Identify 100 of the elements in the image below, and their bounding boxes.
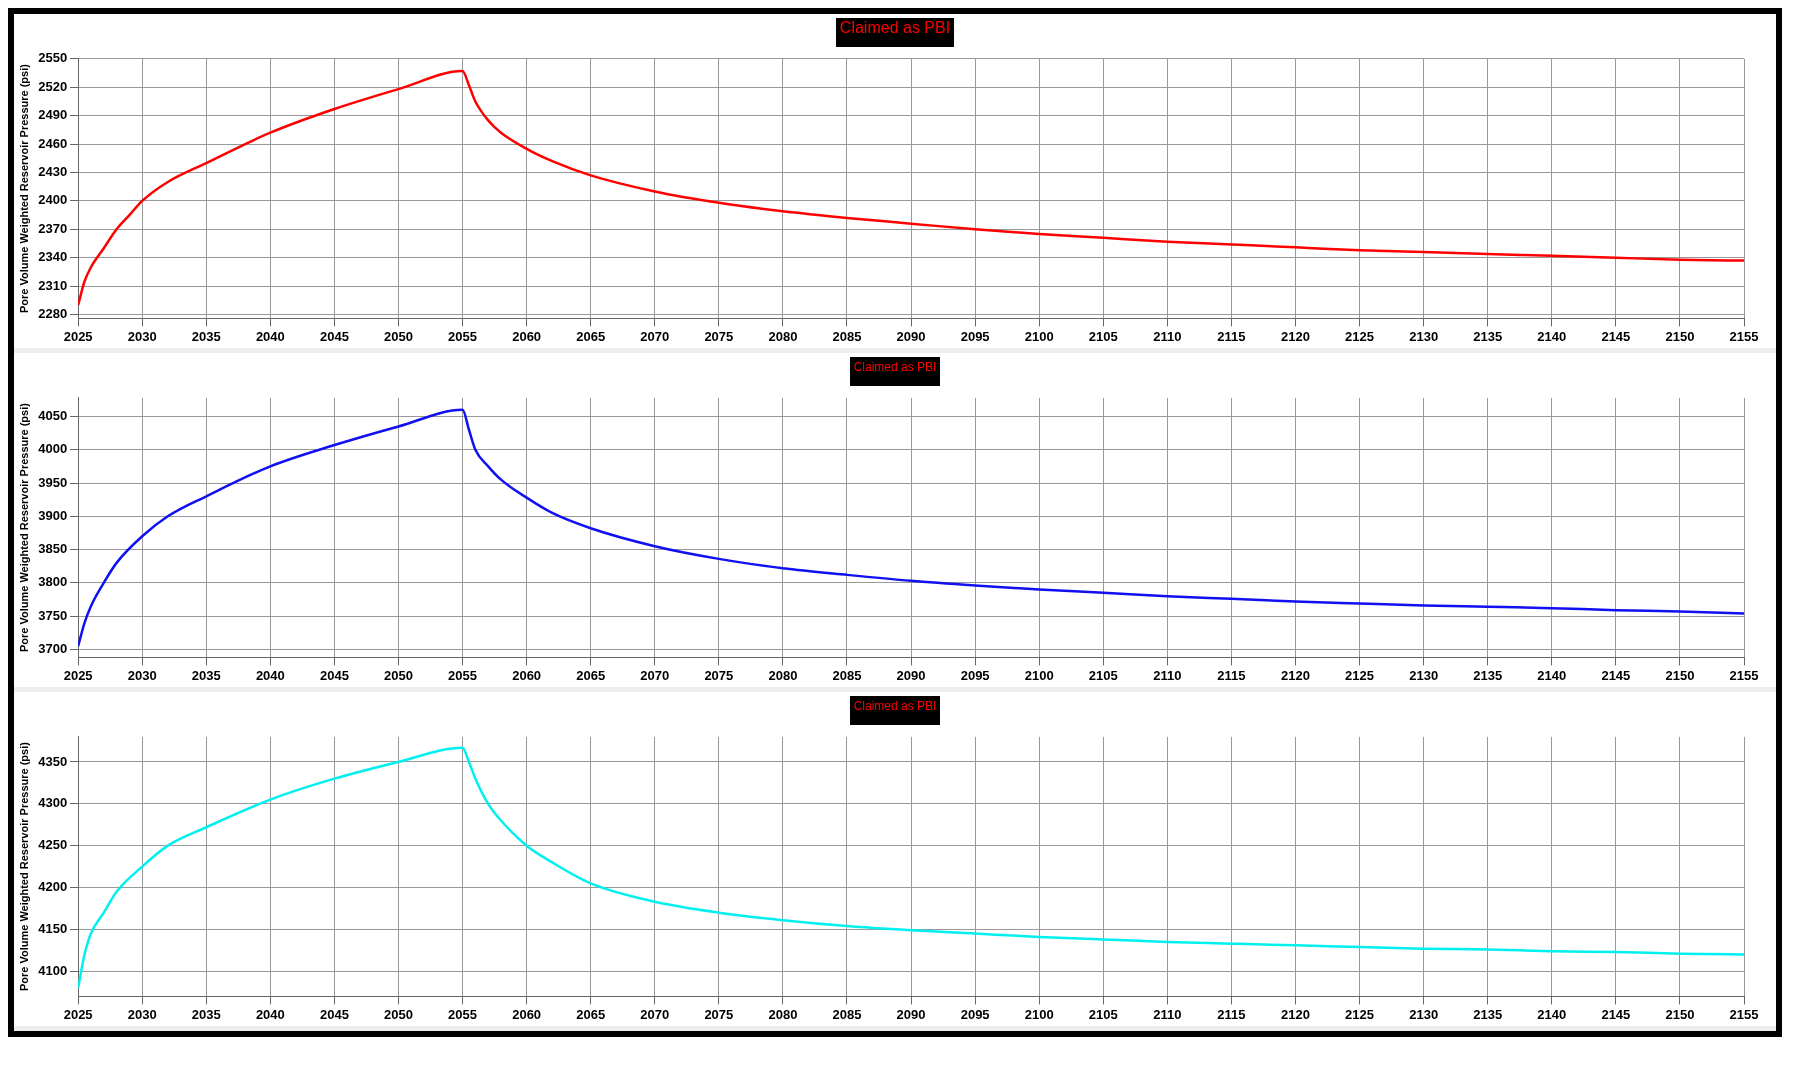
x-tick-label: 2155 [1729, 328, 1759, 344]
x-tick-label: 2110 [1153, 328, 1182, 344]
x-tick-label: 2145 [1601, 328, 1631, 344]
x-tick-label: 2150 [1665, 1006, 1695, 1022]
x-tick-label: 2030 [127, 1006, 157, 1022]
y-axis-title: Pore Volume Weighted Reservoir Pressure (psi) [17, 402, 30, 653]
x-tick-label: 2090 [896, 328, 926, 344]
y-tick-label: 4300 [38, 795, 68, 811]
x-tick-label: 2035 [191, 328, 221, 344]
x-tick-label: 2050 [384, 328, 413, 344]
x-tick-label: 2095 [960, 667, 990, 683]
x-tick-label: 2040 [255, 328, 285, 344]
y-tick-label: 2430 [38, 164, 68, 180]
x-tick-label: 2065 [576, 667, 606, 683]
x-tick-label: 2090 [896, 1006, 926, 1022]
line-series [78, 69, 1744, 307]
y-tick-label: 2340 [38, 249, 68, 265]
y-tick-label: 2520 [38, 78, 68, 94]
x-tick-label: 2120 [1281, 667, 1310, 683]
y-tick-label: 2460 [38, 135, 68, 151]
chart-title: Claimed as PBI [849, 696, 941, 725]
x-tick-label: 2100 [1024, 1006, 1054, 1022]
x-tick-label: 2040 [255, 1006, 285, 1022]
x-tick-label: 2110 [1153, 667, 1182, 683]
chart-title: Claimed as PBI [849, 357, 941, 386]
y-tick-label: 2280 [38, 306, 68, 322]
x-tick-label: 2115 [1217, 1006, 1246, 1022]
y-tick-label: 4350 [38, 753, 68, 769]
x-tick-label: 2120 [1281, 328, 1310, 344]
x-tick-label: 2105 [1088, 1006, 1118, 1022]
x-tick-label: 2125 [1345, 1006, 1375, 1022]
x-tick-label: 2130 [1409, 667, 1439, 683]
x-tick-label: 2055 [448, 328, 478, 344]
y-tick-label: 3850 [38, 541, 68, 557]
x-tick-label: 2080 [768, 328, 798, 344]
x-tick-label: 2100 [1024, 667, 1054, 683]
line-series [78, 746, 1744, 990]
x-tick-label: 2135 [1473, 667, 1503, 683]
y-axis-title: Pore Volume Weighted Reservoir Pressure (psi) [17, 741, 30, 992]
y-tick-label: 2310 [38, 277, 68, 293]
x-tick-label: 2085 [832, 667, 862, 683]
x-tick-label: 2140 [1537, 667, 1567, 683]
x-tick-label: 2135 [1473, 1006, 1503, 1022]
x-tick-label: 2070 [640, 328, 670, 344]
y-tick-label: 3750 [38, 607, 68, 623]
x-tick-label: 2055 [448, 1006, 478, 1022]
x-tick-label: 2025 [63, 667, 93, 683]
x-tick-label: 2105 [1088, 667, 1118, 683]
line-series [78, 408, 1744, 648]
x-tick-label: 2070 [640, 1006, 670, 1022]
x-tick-label: 2155 [1729, 667, 1759, 683]
x-tick-label: 2075 [704, 328, 734, 344]
x-tick-label: 2125 [1345, 667, 1375, 683]
x-tick-label: 2035 [191, 667, 221, 683]
x-tick-label: 2085 [832, 1006, 862, 1022]
x-tick-label: 2045 [319, 328, 349, 344]
x-tick-label: 2140 [1537, 1006, 1567, 1022]
x-tick-label: 2065 [576, 1006, 606, 1022]
y-tick-label: 2550 [38, 50, 68, 66]
y-tick-label: 2490 [38, 107, 68, 123]
y-tick-label: 3950 [38, 474, 68, 490]
y-tick-label: 4200 [38, 879, 68, 895]
x-tick-label: 2095 [960, 1006, 990, 1022]
x-tick-label: 2115 [1217, 667, 1246, 683]
y-axis-title: Pore Volume Weighted Reservoir Pressure (psi) [17, 63, 30, 314]
x-tick-label: 2125 [1345, 328, 1375, 344]
x-tick-label: 2105 [1088, 328, 1118, 344]
x-tick-label: 2155 [1729, 1006, 1759, 1022]
x-tick-label: 2080 [768, 1006, 798, 1022]
y-tick-label: 4050 [38, 408, 68, 424]
x-tick-label: 2130 [1409, 328, 1439, 344]
x-tick-label: 2050 [384, 667, 413, 683]
x-tick-label: 2025 [63, 328, 93, 344]
x-tick-label: 2150 [1665, 328, 1695, 344]
x-tick-label: 2055 [448, 667, 478, 683]
x-tick-label: 2045 [319, 667, 349, 683]
chart-title: Claimed as PBI [835, 18, 955, 47]
x-tick-label: 2050 [384, 1006, 413, 1022]
y-tick-label: 2400 [38, 192, 68, 208]
y-tick-label: 3700 [38, 640, 68, 656]
x-tick-label: 2095 [960, 328, 990, 344]
x-tick-label: 2145 [1601, 1006, 1631, 1022]
x-tick-label: 2035 [191, 1006, 221, 1022]
x-tick-label: 2130 [1409, 1006, 1439, 1022]
y-tick-label: 4000 [38, 441, 68, 457]
x-tick-label: 2115 [1217, 328, 1246, 344]
x-tick-label: 2045 [319, 1006, 349, 1022]
x-tick-label: 2025 [63, 1006, 93, 1022]
y-tick-label: 3800 [38, 574, 68, 590]
x-tick-label: 2080 [768, 667, 798, 683]
x-tick-label: 2075 [704, 1006, 734, 1022]
x-tick-label: 2145 [1601, 667, 1631, 683]
x-tick-label: 2065 [576, 328, 606, 344]
x-tick-label: 2030 [127, 667, 157, 683]
x-tick-label: 2040 [255, 667, 285, 683]
x-tick-label: 2075 [704, 667, 734, 683]
x-tick-label: 2060 [512, 1006, 542, 1022]
x-tick-label: 2100 [1024, 328, 1054, 344]
x-tick-label: 2120 [1281, 1006, 1310, 1022]
x-tick-label: 2110 [1153, 1006, 1182, 1022]
